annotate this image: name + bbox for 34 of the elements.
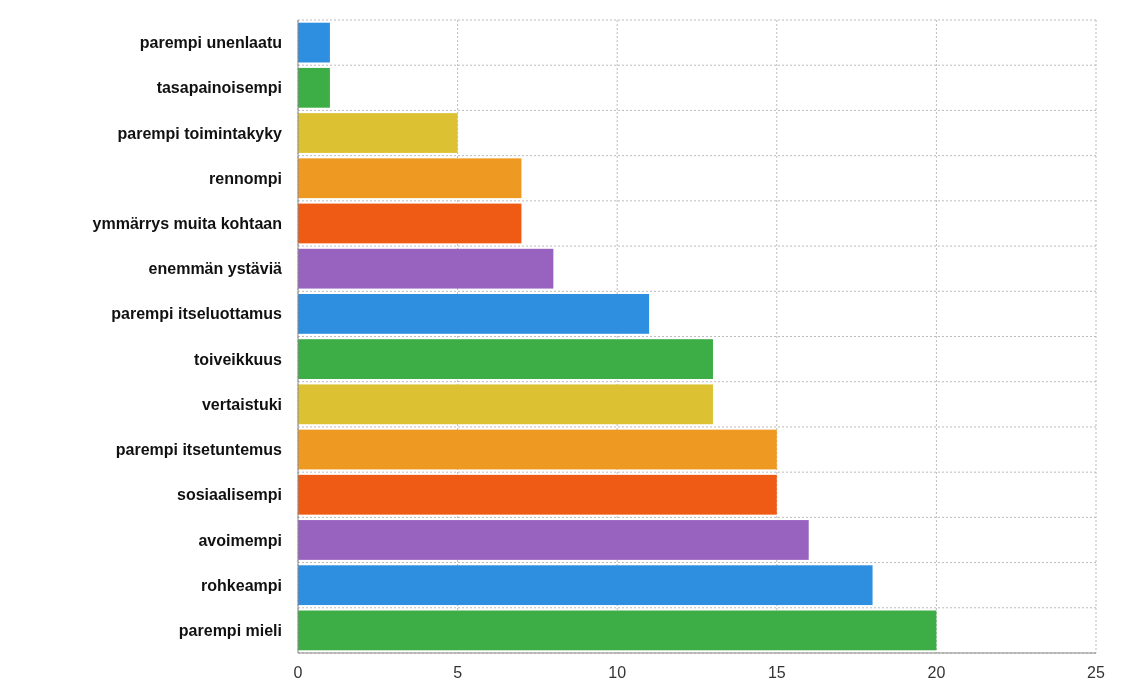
- y-tick-label: parempi itsetuntemus: [115, 441, 283, 459]
- bar: [298, 520, 809, 560]
- y-tick-label: rennompi: [209, 169, 282, 187]
- bar: [298, 158, 522, 199]
- x-tick-label: 5: [453, 664, 463, 681]
- y-tick-label: parempi itseluottamus: [111, 305, 283, 323]
- x-tick-label: 10: [608, 664, 627, 681]
- bar: [298, 339, 713, 379]
- bar: [298, 610, 937, 651]
- bar: [298, 474, 777, 515]
- y-tick-label: rohkeampi: [201, 576, 282, 594]
- bar: [298, 294, 650, 334]
- bar: [298, 384, 713, 425]
- y-tick-label: enemmän ystäviä: [148, 260, 283, 278]
- x-tick-label: 15: [767, 664, 786, 681]
- y-tick-label: avoimempi: [198, 531, 282, 549]
- bar: [298, 203, 522, 244]
- bar: [298, 113, 458, 153]
- y-tick-label: parempi toimintakyky: [117, 124, 283, 142]
- y-tick-label: vertaistuki: [201, 395, 282, 413]
- bar: [298, 67, 330, 108]
- y-tick-label: parempi mieli: [178, 621, 282, 639]
- y-tick-label: sosiaalisempi: [177, 486, 282, 504]
- x-tick-label: 0: [293, 664, 303, 681]
- bar: [298, 22, 330, 63]
- bar: [298, 565, 873, 606]
- y-tick-label: toiveikkuus: [193, 350, 283, 368]
- x-tick-label: 20: [927, 664, 946, 681]
- y-tick-label: ymmärrys muita kohtaan: [92, 215, 282, 233]
- y-tick-label: tasapainoisempi: [156, 79, 282, 97]
- bar: [298, 248, 554, 289]
- x-tick-label: 25: [1087, 664, 1105, 681]
- y-tick-label: parempi unenlaatu: [139, 34, 282, 52]
- bar: [298, 429, 777, 470]
